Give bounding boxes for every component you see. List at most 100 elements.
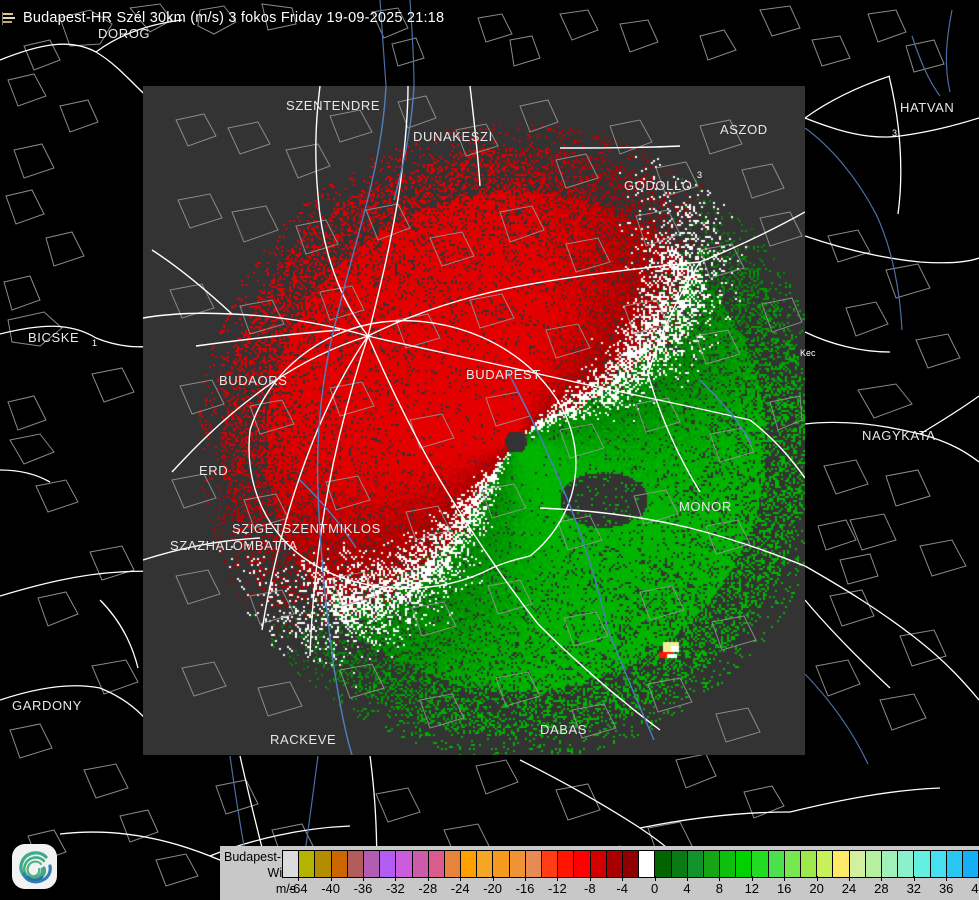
tick-label: 40 [971,881,979,896]
tick-label: 16 [776,881,792,896]
color-scale-tick-labels: -64 -40 -36 -32 -28 -24 -20 -16 -12 -8 -4 0 4 8 12 16 20… [282,876,979,899]
color-swatch [881,851,899,877]
tick-label: 8 [715,881,724,896]
tick-label: 36 [938,881,954,896]
tick-label: -24 [450,881,470,896]
tick-mark [816,876,818,881]
place-label: DOROG [98,26,151,41]
color-swatch [412,851,429,877]
tick-label: -64 [288,881,308,896]
tick-mark [395,876,397,881]
place-label: SZIGETSZENTMIKLOS [232,521,381,536]
color-swatch [671,851,688,877]
color-swatch [930,851,947,877]
tick-mark [460,876,462,881]
tick-label: -32 [385,881,405,896]
color-swatch [736,851,753,877]
color-swatch [703,851,721,877]
place-label: SZAZHALOMBATTA [170,538,298,553]
tick-label: -8 [584,881,596,896]
color-swatch [622,851,640,877]
place-label: DUNAKESZI [413,129,493,144]
place-label: MONOR [679,499,732,514]
color-swatch [639,851,656,877]
color-swatch [784,851,801,877]
radar-image-tile [143,86,805,755]
color-swatch [558,851,575,877]
color-swatch [283,851,300,877]
radar-icon [2,11,18,26]
color-swatch [590,851,607,877]
legend-title-radar: Budapest-HR [224,850,300,864]
place-label: GODOLLO [624,178,693,193]
road-number-label: 3 [892,128,898,138]
place-label: HATVAN [900,100,955,115]
color-swatch [752,851,769,877]
tick-mark [687,876,688,881]
place-label: NAGYKATA [862,428,936,443]
tick-mark [654,876,656,881]
tick-label: 4 [683,881,691,896]
color-swatch [299,851,316,877]
page-title: Budapest-HR Szél 30km (m/s) 3 fokos Frid… [23,10,445,26]
color-swatch [768,851,785,877]
tick-mark [784,876,786,881]
color-scale-bar[interactable] [282,850,979,878]
road-number-label: Kec [800,348,816,358]
met-service-logo[interactable] [12,844,57,889]
place-label: BICSKE [28,330,80,345]
legend-title-block: Budapest-HR Wind m/s [224,849,300,897]
color-swatch [817,851,834,877]
color-swatch [687,851,704,877]
color-swatch [525,851,542,877]
tick-mark [913,876,915,881]
tick-mark [622,876,624,881]
tick-mark [557,876,559,881]
tick-label: -36 [353,881,373,896]
place-label: DABAS [540,722,588,737]
color-swatch [380,851,397,877]
tick-mark [492,876,494,881]
tick-mark [363,876,364,881]
color-swatch [962,851,979,877]
color-swatch [363,851,381,877]
color-swatch [444,851,462,877]
color-swatch [849,851,866,877]
place-label: RACKEVE [270,732,337,747]
tick-label: -16 [515,881,535,896]
color-swatch [865,851,882,877]
tick-mark [589,876,591,881]
tick-label: -12 [547,881,567,896]
color-swatch [347,851,364,877]
color-swatch [655,851,672,877]
tick-label: 32 [906,881,922,896]
color-swatch [946,851,963,877]
place-label: ERD [199,463,229,478]
place-label: SZENTENDRE [286,98,381,113]
place-label: GARDONY [12,698,82,713]
place-label: ASZOD [720,122,768,137]
tick-label: -20 [483,881,502,896]
tick-mark [719,876,721,881]
color-swatch [331,851,348,877]
tick-mark [525,876,526,881]
tick-label: 24 [841,881,857,896]
color-swatch [542,851,559,877]
tick-label: -40 [321,881,340,896]
tick-mark [881,876,883,881]
tick-mark [298,876,300,881]
place-label: BUDAPEST [466,367,541,382]
tick-label: -28 [418,881,438,896]
place-label: BUDAORS [219,373,288,388]
color-swatch [493,851,510,877]
tick-mark [427,876,429,881]
color-swatch [477,851,494,877]
tick-label: 0 [650,881,659,896]
legend-panel: Budapest-HR Wind m/s -64 -40 -36 -32 -28 -24-… [220,846,979,900]
color-swatch [396,851,413,877]
color-swatch [720,851,737,877]
color-swatch [574,851,591,877]
color-swatch [461,851,478,877]
color-swatch [898,851,915,877]
